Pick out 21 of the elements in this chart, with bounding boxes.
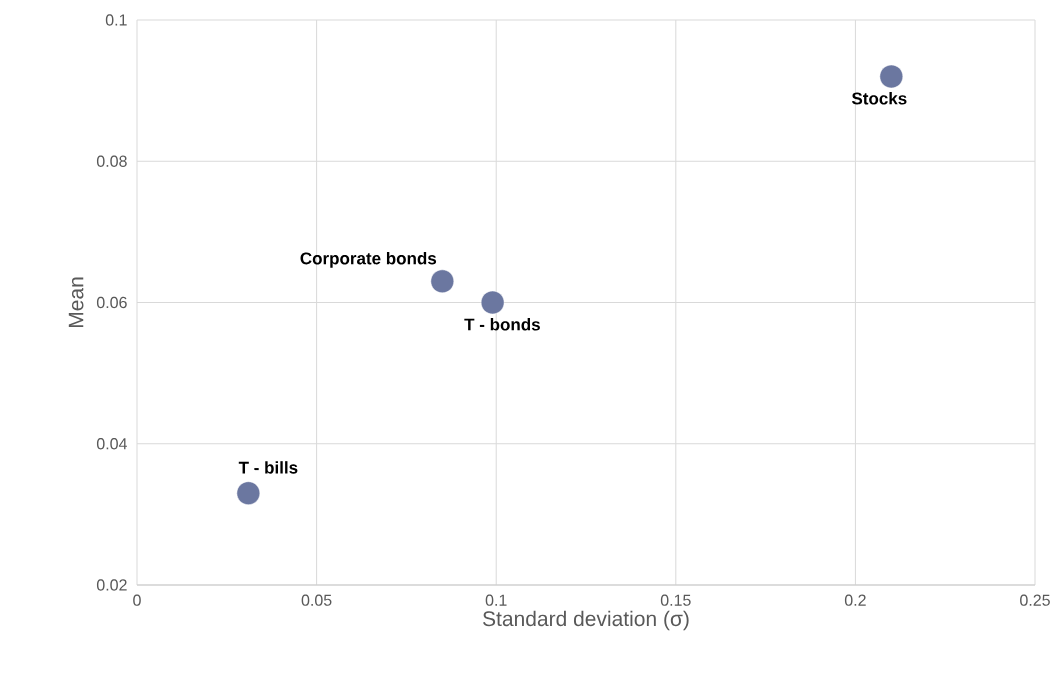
point — [480, 290, 505, 315]
x-tick-label: 0.1 — [485, 594, 507, 606]
x-tick-label: 0 — [133, 594, 141, 606]
point — [879, 64, 904, 89]
y-tick-label: 0.08 — [96, 155, 127, 167]
x-tick-label: 0.2 — [844, 594, 866, 606]
x-tick-label: 0.25 — [1020, 594, 1050, 606]
x-tick-label: 0.05 — [301, 594, 332, 606]
annotation: Stocks — [851, 92, 907, 105]
x-tick-label: 0.15 — [660, 594, 691, 606]
annotation: T - bills — [238, 461, 298, 474]
y-tick-label: 0.02 — [96, 579, 127, 591]
annotation: T - bonds — [464, 318, 540, 331]
y-tick-label: 0.06 — [96, 296, 127, 309]
point — [430, 269, 455, 294]
annotation: Corporate bonds — [300, 251, 437, 268]
y-tick-label: 0.1 — [105, 14, 127, 26]
x-axis-title: Standard deviation (σ) — [483, 610, 689, 631]
y-axis-title: Mean — [68, 277, 84, 328]
y-tick-label: 0.04 — [96, 438, 127, 450]
point — [236, 481, 261, 505]
